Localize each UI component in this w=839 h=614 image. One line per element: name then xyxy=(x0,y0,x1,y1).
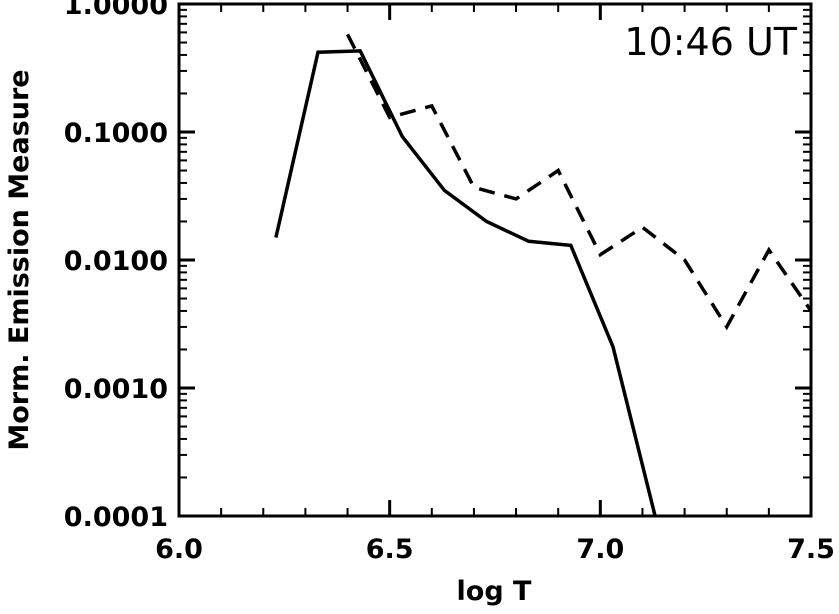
plot-frame xyxy=(177,2,813,518)
y-axis-title: Morm. Emission Measure xyxy=(4,69,35,450)
axes: 6.0 6.5 7.0 7.5 1.0000 0.1000 0.0100 0.0010 0.00… xyxy=(64,0,835,565)
x-tick-label: 7.5 xyxy=(787,534,835,565)
series-line-dashed xyxy=(345,33,811,331)
y-tick-label: 0.1000 xyxy=(64,118,168,149)
y-tick-label: 0.0001 xyxy=(64,502,168,533)
x-tick-label: 7.0 xyxy=(576,534,624,565)
y-tick-label: 0.0010 xyxy=(64,374,168,405)
y-tick-label: 0.0100 xyxy=(64,246,168,277)
labels: 10:46 UT log T Morm. Emission Measure xyxy=(4,20,798,607)
y-tick-label: 1.0000 xyxy=(64,0,168,21)
x-tick-label: 6.0 xyxy=(155,534,203,565)
x-axis-title: log T xyxy=(457,576,533,607)
x-tick-label: 6.5 xyxy=(366,534,414,565)
time-annotation: 10:46 UT xyxy=(624,20,797,64)
series-lines xyxy=(274,33,811,516)
series-line-solid xyxy=(274,49,657,516)
